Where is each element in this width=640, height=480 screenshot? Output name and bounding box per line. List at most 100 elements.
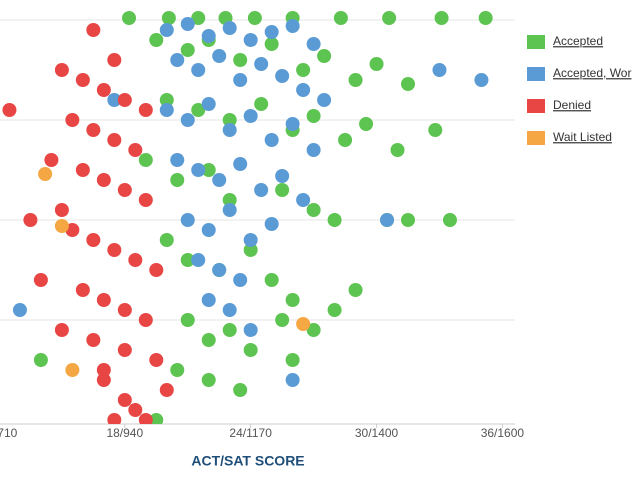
point bbox=[233, 273, 248, 287]
point bbox=[222, 123, 237, 137]
point bbox=[159, 23, 174, 37]
point bbox=[222, 323, 237, 337]
point bbox=[122, 11, 137, 25]
point bbox=[428, 123, 443, 137]
point bbox=[54, 323, 69, 337]
point bbox=[180, 113, 195, 127]
point bbox=[107, 93, 122, 107]
point bbox=[317, 49, 332, 63]
point bbox=[44, 153, 59, 167]
point bbox=[138, 153, 153, 167]
point bbox=[128, 403, 143, 417]
point bbox=[201, 29, 216, 43]
point bbox=[107, 243, 122, 257]
point bbox=[275, 183, 290, 197]
x-tick-label: 36/1600 bbox=[481, 426, 525, 440]
point bbox=[54, 219, 69, 233]
point bbox=[369, 57, 384, 71]
point bbox=[149, 33, 164, 47]
point bbox=[54, 203, 69, 217]
point bbox=[243, 323, 258, 337]
point bbox=[170, 363, 185, 377]
point bbox=[275, 69, 290, 83]
point bbox=[222, 203, 237, 217]
point bbox=[201, 163, 216, 177]
point bbox=[382, 11, 397, 25]
point bbox=[107, 133, 122, 147]
point bbox=[149, 263, 164, 277]
point bbox=[180, 43, 195, 57]
point bbox=[432, 63, 447, 77]
point bbox=[107, 53, 122, 67]
point bbox=[233, 383, 248, 397]
point bbox=[191, 63, 206, 77]
point bbox=[434, 11, 449, 25]
point bbox=[390, 143, 405, 157]
point bbox=[96, 373, 111, 387]
point bbox=[233, 73, 248, 87]
point bbox=[86, 23, 101, 37]
point bbox=[161, 11, 176, 25]
point bbox=[128, 143, 143, 157]
point bbox=[359, 117, 374, 131]
legend-swatch bbox=[527, 67, 545, 81]
point bbox=[222, 193, 237, 207]
x-tick-label: 30/1400 bbox=[355, 426, 399, 440]
point bbox=[264, 25, 279, 39]
point bbox=[212, 49, 227, 63]
point bbox=[222, 113, 237, 127]
point bbox=[75, 283, 90, 297]
legend-swatch bbox=[527, 99, 545, 113]
point bbox=[264, 217, 279, 231]
point bbox=[86, 233, 101, 247]
point bbox=[243, 343, 258, 357]
point bbox=[201, 293, 216, 307]
point bbox=[2, 103, 17, 117]
point bbox=[247, 11, 262, 25]
point bbox=[243, 33, 258, 47]
point bbox=[180, 253, 195, 267]
legend-label: Accepted bbox=[553, 34, 603, 48]
point bbox=[159, 93, 174, 107]
point bbox=[180, 313, 195, 327]
legend-label: Denied bbox=[553, 98, 591, 112]
point bbox=[285, 353, 300, 367]
legend-label: Wait Listed bbox=[553, 130, 612, 144]
point bbox=[201, 333, 216, 347]
point bbox=[401, 77, 416, 91]
point bbox=[275, 169, 290, 183]
point bbox=[96, 83, 111, 97]
points bbox=[2, 11, 493, 424]
point bbox=[86, 123, 101, 137]
point bbox=[327, 213, 342, 227]
point bbox=[264, 133, 279, 147]
point bbox=[96, 173, 111, 187]
point bbox=[138, 193, 153, 207]
point bbox=[170, 153, 185, 167]
point bbox=[75, 73, 90, 87]
point bbox=[306, 203, 321, 217]
x-tick-label: 24/1170 bbox=[229, 426, 272, 440]
point bbox=[107, 413, 122, 424]
point bbox=[117, 93, 132, 107]
point bbox=[474, 73, 489, 87]
point bbox=[254, 183, 269, 197]
point bbox=[86, 333, 101, 347]
point bbox=[401, 213, 416, 227]
point bbox=[348, 73, 363, 87]
point bbox=[285, 293, 300, 307]
point bbox=[233, 157, 248, 171]
point bbox=[243, 109, 258, 123]
point bbox=[149, 413, 164, 424]
point bbox=[159, 103, 174, 117]
point bbox=[264, 273, 279, 287]
point bbox=[201, 97, 216, 111]
point bbox=[327, 303, 342, 317]
point bbox=[117, 183, 132, 197]
point bbox=[243, 233, 258, 247]
point bbox=[117, 393, 132, 407]
point bbox=[138, 103, 153, 117]
point bbox=[296, 317, 311, 331]
point bbox=[191, 11, 206, 25]
